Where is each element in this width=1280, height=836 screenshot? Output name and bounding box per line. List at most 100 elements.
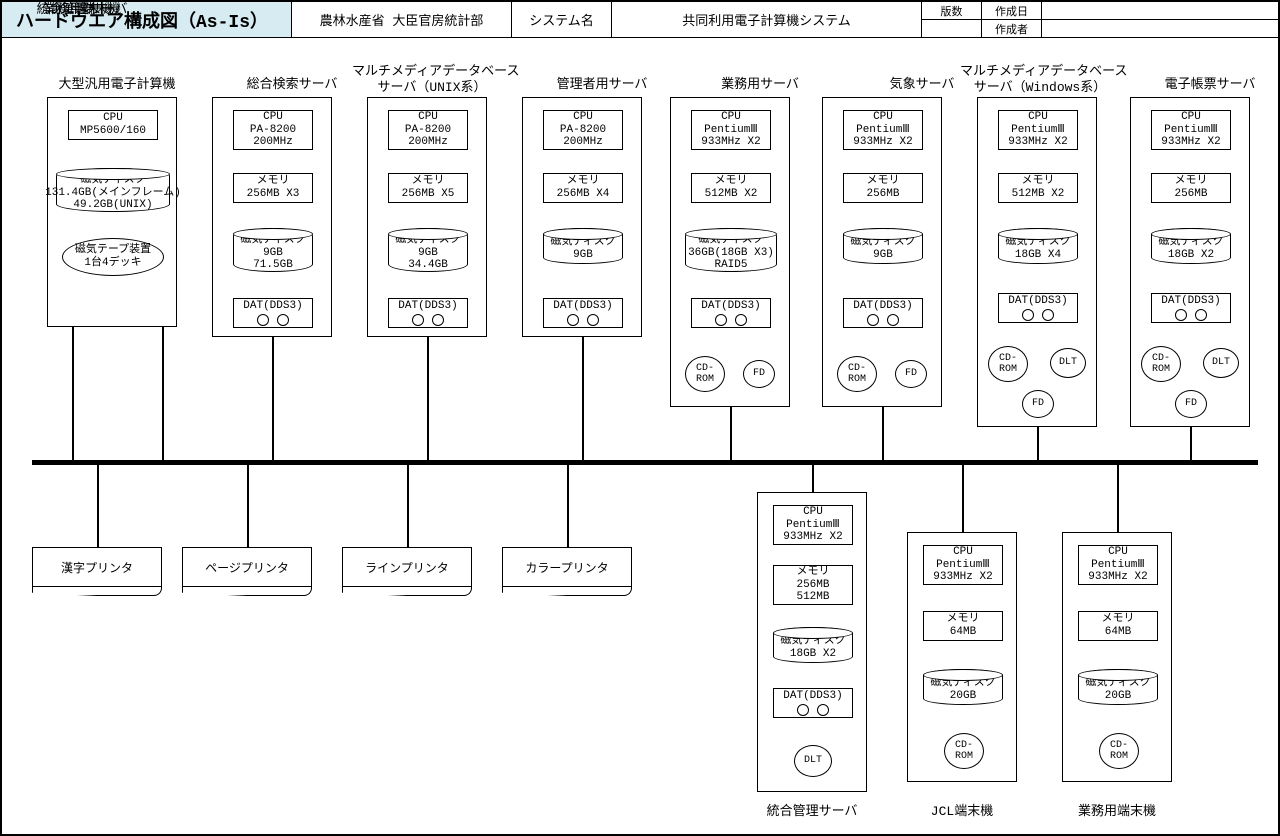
server-title: マルチメディアデータベース サーバ（UNIX系） — [352, 64, 512, 95]
component: メモリ 256MB X5 — [388, 173, 468, 203]
component: FD — [1022, 390, 1054, 418]
sysname-label: システム名 — [512, 2, 612, 37]
author-value — [1042, 20, 1278, 37]
printer-box: ページプリンタ — [182, 547, 312, 587]
connector — [407, 460, 409, 547]
connector — [730, 407, 732, 460]
component: CD- ROM — [837, 356, 877, 392]
server-title: 業務用端末機 — [2, 2, 162, 18]
component: FD — [1175, 390, 1207, 418]
component: CPU PA-8200 200MHz — [388, 110, 468, 150]
component: CPU PentiumⅢ 933MHz X2 — [843, 110, 923, 150]
component: 磁気ディスク 18GB X2 — [773, 627, 853, 663]
component: DAT(DDS3) — [998, 293, 1078, 323]
connector — [1190, 427, 1192, 460]
component: CD- ROM — [944, 733, 984, 769]
server-label-below: JCL端末機 — [897, 800, 1027, 819]
component: CPU PA-8200 200MHz — [233, 110, 313, 150]
component: DAT(DDS3) — [691, 298, 771, 328]
component: CPU PentiumⅢ 933MHz X2 — [1151, 110, 1231, 150]
component: CPU PentiumⅢ 933MHz X2 — [998, 110, 1078, 150]
component: 磁気ディスク 9GB — [843, 228, 923, 264]
component: CPU MP5600/160 — [68, 110, 158, 140]
component: DLT — [794, 745, 832, 777]
printer-box: カラープリンタ — [502, 547, 632, 587]
printer-box: 漢字プリンタ — [32, 547, 162, 587]
component: メモリ 256MB 512MB — [773, 565, 853, 605]
component: FD — [743, 360, 775, 388]
server-box: CPU PentiumⅢ 933MHz X2 メモリ 256MB 512MB 磁気デ… — [757, 492, 867, 792]
revision-value — [922, 20, 982, 37]
server-box: CPU PA-8200 200MHz メモリ 256MB X5 磁気ディスク 9GB… — [367, 97, 487, 337]
component: DAT(DDS3) — [543, 298, 623, 328]
component: 磁気ディスク 20GB — [1078, 669, 1158, 705]
component: 磁気ディスク 9GB 34.4GB — [388, 228, 468, 272]
created-label: 作成日 — [982, 2, 1042, 19]
connector — [1037, 427, 1039, 460]
connector — [97, 460, 99, 547]
connector — [567, 460, 569, 547]
server-box: CPU PentiumⅢ 933MHz X2 メモリ 64MB 磁気ディスク 20G… — [1062, 532, 1172, 782]
server-title: 業務用サーバ — [680, 77, 840, 93]
component: 磁気ディスク 9GB — [543, 228, 623, 264]
component: CPU PentiumⅢ 933MHz X2 — [691, 110, 771, 150]
component: CD- ROM — [988, 346, 1028, 382]
component: 磁気ディスク 18GB X4 — [998, 228, 1078, 264]
component: DAT(DDS3) — [1151, 293, 1231, 323]
component: DAT(DDS3) — [233, 298, 313, 328]
server-box: CPU PA-8200 200MHz メモリ 256MB X3 磁気ディスク 9GB… — [212, 97, 332, 337]
server-box: CPU MP5600/160 磁気ディスク 131.4GB(メインフレーム) 49… — [47, 97, 177, 327]
connector — [427, 337, 429, 460]
sysname: 共同利用電子計算機システム — [612, 2, 922, 37]
server-box: CPU PA-8200 200MHz メモリ 256MB X4 磁気ディスク 9GB… — [522, 97, 642, 337]
hardware-diagram: ハードウエア構成図（As-Is） 農林水産省 大臣官房統計部 システム名 共同利… — [0, 0, 1280, 836]
component: DAT(DDS3) — [388, 298, 468, 328]
component: CPU PentiumⅢ 933MHz X2 — [1078, 545, 1158, 585]
component: メモリ 256MB X3 — [233, 173, 313, 203]
server-title: マルチメディアデータベース サーバ（Windows系） — [960, 64, 1120, 95]
component: CD- ROM — [1141, 346, 1181, 382]
connector — [162, 327, 164, 460]
server-title: 管理者用サーバ — [522, 77, 682, 93]
connector — [272, 337, 274, 460]
server-box: CPU PentiumⅢ 933MHz X2 メモリ 512MB X2 磁気ディスク… — [670, 97, 790, 407]
server-title: 総合検索サーバ — [212, 77, 372, 93]
printer-box: ラインプリンタ — [342, 547, 472, 587]
component: メモリ 512MB X2 — [691, 173, 771, 203]
connector — [882, 407, 884, 460]
component: メモリ 64MB — [923, 611, 1003, 641]
network-bus — [32, 460, 1258, 465]
component: 磁気ディスク 36GB(18GB X3) RAID5 — [685, 228, 777, 272]
server-label-below: 業務用端末機 — [1052, 800, 1182, 819]
header-bar: ハードウエア構成図（As-Is） 農林水産省 大臣官房統計部 システム名 共同利… — [2, 2, 1278, 38]
component: 磁気ディスク 20GB — [923, 669, 1003, 705]
component: メモリ 256MB — [1151, 173, 1231, 203]
component: 磁気ディスク 131.4GB(メインフレーム) 49.2GB(UNIX) — [56, 168, 170, 212]
component: CPU PentiumⅢ 933MHz X2 — [773, 505, 853, 545]
component: DAT(DDS3) — [773, 688, 853, 718]
server-title: 大型汎用電子計算機 — [37, 77, 197, 93]
component: DLT — [1203, 348, 1239, 378]
component: DLT — [1050, 348, 1086, 378]
component: CPU PA-8200 200MHz — [543, 110, 623, 150]
server-box: CPU PentiumⅢ 933MHz X2 メモリ 64MB 磁気ディスク 20G… — [907, 532, 1017, 782]
component: メモリ 256MB X4 — [543, 173, 623, 203]
connector — [72, 327, 74, 460]
component: メモリ 64MB — [1078, 611, 1158, 641]
server-box: CPU PentiumⅢ 933MHz X2 メモリ 512MB X2 磁気ディスク… — [977, 97, 1097, 427]
component: メモリ 512MB X2 — [998, 173, 1078, 203]
server-box: CPU PentiumⅢ 933MHz X2メモリ 256MB磁気ディスク 18… — [1130, 97, 1250, 427]
component: CPU PentiumⅢ 933MHz X2 — [923, 545, 1003, 585]
connector — [582, 337, 584, 460]
component: CD- ROM — [1099, 733, 1139, 769]
component: 磁気ディスク 9GB 71.5GB — [233, 228, 313, 272]
component: DAT(DDS3) — [843, 298, 923, 328]
server-box: CPU PentiumⅢ 933MHz X2メモリ 256MB磁気ディスク 9G… — [822, 97, 942, 407]
connector — [247, 460, 249, 547]
server-title: 電子帳票サーバ — [1130, 77, 1280, 93]
connector — [962, 460, 964, 532]
connector — [812, 460, 814, 492]
created-value — [1042, 2, 1278, 19]
server-label-below: 統合管理サーバ — [747, 800, 877, 819]
revision-label: 版数 — [922, 2, 982, 19]
